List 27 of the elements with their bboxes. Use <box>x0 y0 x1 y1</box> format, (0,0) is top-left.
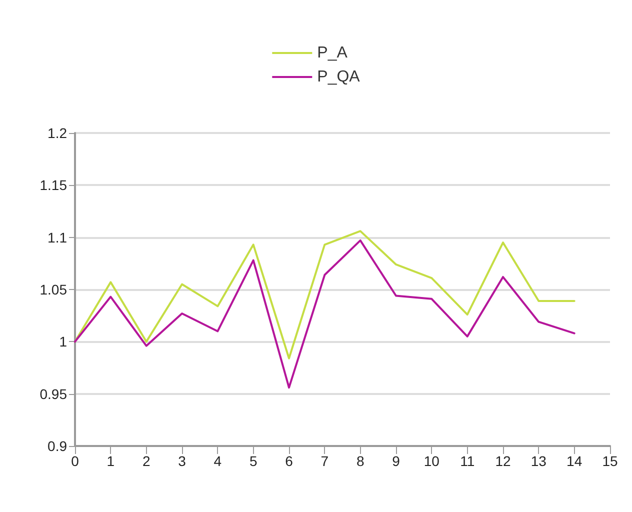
line-series <box>74 239 576 389</box>
y-tick-label: 1.15 <box>40 177 68 194</box>
line-series <box>74 230 576 360</box>
y-tick-label: 1.1 <box>48 229 68 246</box>
x-tick-label: 0 <box>71 453 80 469</box>
x-tick-label: 4 <box>214 453 222 469</box>
x-tick-label: 12 <box>495 453 511 469</box>
x-tick-label: 6 <box>285 453 294 469</box>
y-tick-label: 1 <box>59 334 68 350</box>
y-tick-label: 0.95 <box>40 386 68 402</box>
x-tick-label: 8 <box>356 453 364 469</box>
x-tick-label: 13 <box>530 453 547 469</box>
x-tick-label: 2 <box>142 453 150 469</box>
y-tick-label: 0.9 <box>48 438 68 454</box>
x-tick-label: 5 <box>249 453 258 469</box>
legend-label: P_QA <box>317 68 360 86</box>
x-tick-label: 11 <box>460 453 475 469</box>
x-tick-label: 10 <box>424 453 440 469</box>
y-tick-label: 1.05 <box>40 282 68 298</box>
y-tick-label: 1.2 <box>48 125 68 141</box>
x-tick-label: 7 <box>320 453 329 469</box>
x-tick-label: 14 <box>566 453 582 469</box>
x-tick-label: 9 <box>392 453 400 469</box>
legend-label: P_A <box>317 44 348 62</box>
x-tick-label: 15 <box>602 453 618 469</box>
x-tick-label: 3 <box>178 453 186 469</box>
x-tick-label: 1 <box>106 453 115 469</box>
